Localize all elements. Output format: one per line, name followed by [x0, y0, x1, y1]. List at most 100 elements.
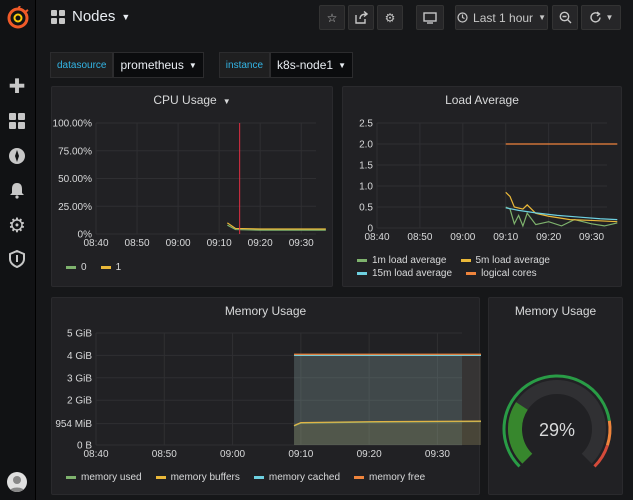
x-tick-label: 09:30	[289, 238, 314, 249]
x-tick-label: 09:20	[536, 232, 561, 243]
legend-label: memory free	[369, 472, 426, 483]
series-area	[294, 421, 481, 445]
memory-usage-chart[interactable]: 5 GiB 4 GiB 3 GiB 2 GiB 954 MiB 0 B08:40 08:50…	[52, 298, 481, 496]
refresh-icon	[589, 11, 601, 23]
panel-title[interactable]: Load Average	[343, 93, 621, 107]
legend-item[interactable]: 15m load average	[357, 268, 452, 279]
x-tick-label: 09:10	[288, 449, 313, 460]
x-tick-label: 09:10	[207, 238, 232, 249]
dashboard-title: Nodes	[72, 8, 116, 25]
caret-down-icon: ▼	[222, 97, 231, 106]
caret-down-icon: ▼	[121, 11, 131, 22]
explore-icon[interactable]	[7, 147, 27, 167]
gauge-threshold-arc	[605, 420, 612, 446]
settings-icon: ⚙	[384, 10, 396, 25]
variable-value: prometheus	[120, 58, 184, 72]
memory-cached-area	[294, 355, 462, 445]
y-tick-label: 2.0	[359, 140, 373, 151]
tv-mode-button[interactable]	[416, 5, 444, 30]
x-tick-label: 09:10	[493, 232, 518, 243]
clock-icon	[457, 12, 468, 23]
legend-item[interactable]: 1	[100, 262, 121, 273]
cpu-legend: 0 1	[66, 262, 121, 273]
template-variables: datasource prometheus ▼ instance k8s-nod…	[50, 52, 353, 78]
panel-memory-usage-graph: Memory Usage 5 GiB 4 GiB 3 GiB 2 GiB 954 MiB…	[51, 297, 481, 496]
dashboards-icon[interactable]	[7, 112, 27, 132]
legend-label: memory used	[81, 472, 142, 483]
refresh-button[interactable]: ▼	[581, 5, 621, 30]
dashboards-icon	[51, 9, 65, 24]
plus-icon[interactable]: ✚	[8, 76, 26, 98]
y-tick-label: 954 MiB	[55, 419, 92, 430]
shield-icon[interactable]	[7, 249, 27, 270]
x-tick-label: 08:40	[83, 238, 108, 249]
series-area	[294, 354, 481, 445]
load-average-chart[interactable]: 2.5 2.0 1.5 1.0 0.5 008:40 08:50 09:00 09:10 09:2…	[343, 87, 623, 288]
legend-item[interactable]: 1m load average	[357, 255, 447, 266]
y-tick-label: 0.5	[359, 203, 373, 214]
legend-item[interactable]: memory buffers	[155, 472, 240, 483]
panel-title-text: Memory Usage	[514, 304, 597, 318]
x-tick-label: 09:30	[579, 232, 604, 243]
y-tick-label: 5 GiB	[67, 329, 92, 340]
panel-cpu-usage: CPU Usage ▼ 100.00% 75.00% 50.00% 25.00% 0% 08…	[51, 86, 333, 287]
instance-select[interactable]: k8s-node1 ▼	[270, 52, 353, 78]
y-tick-label: 2 GiB	[67, 396, 92, 407]
gauge-threshold-arc	[502, 374, 611, 468]
tv-icon	[423, 11, 437, 24]
legend-label: memory buffers	[170, 472, 240, 483]
y-tick-label: 2.5	[359, 119, 373, 130]
y-tick-label: 1.5	[359, 161, 373, 172]
y-tick-label: 25.00%	[58, 202, 92, 213]
caret-down-icon: ▼	[188, 60, 197, 70]
panel-title[interactable]: Memory Usage	[52, 304, 479, 318]
legend-item[interactable]: 5m load average	[460, 255, 551, 266]
datasource-select[interactable]: prometheus ▼	[113, 52, 204, 78]
y-tick-label: 3 GiB	[67, 373, 92, 384]
legend-label: 0	[81, 262, 87, 273]
y-tick-label: 0%	[78, 230, 93, 241]
series-line	[227, 222, 326, 230]
panel-title[interactable]: Memory Usage	[489, 304, 622, 318]
share-button[interactable]	[348, 5, 374, 30]
panel-title-text: CPU Usage	[153, 93, 217, 107]
series-line	[505, 207, 618, 221]
time-picker-button[interactable]: Last 1 hour ▼	[455, 5, 548, 30]
memory-gauge[interactable]: 29%	[489, 298, 624, 496]
variable-value: k8s-node1	[277, 58, 334, 72]
x-tick-label: 09:00	[166, 238, 191, 249]
legend-label: logical cores	[481, 268, 537, 279]
avatar[interactable]	[7, 472, 27, 492]
x-tick-label: 09:00	[450, 232, 475, 243]
y-tick-label: 1.0	[359, 182, 373, 193]
x-tick-label: 09:20	[357, 449, 382, 460]
settings-button[interactable]: ⚙	[377, 5, 403, 30]
star-icon: ☆	[326, 10, 338, 25]
variable-label: instance	[218, 52, 271, 78]
panel-title[interactable]: CPU Usage ▼	[52, 93, 332, 107]
star-button[interactable]: ☆	[319, 5, 345, 30]
gauge-value-label: 29%	[539, 420, 575, 440]
variable-datasource: datasource prometheus ▼	[50, 52, 204, 78]
legend-item[interactable]: memory free	[354, 472, 425, 483]
zoom-out-button[interactable]	[552, 5, 578, 30]
gauge-value-arc	[508, 402, 533, 464]
legend-item[interactable]: memory used	[66, 472, 142, 483]
bell-icon[interactable]	[7, 181, 27, 201]
y-tick-label: 100.00%	[53, 119, 93, 130]
x-tick-label: 08:40	[364, 232, 389, 243]
gauge-threshold-arc	[593, 444, 609, 468]
legend-item[interactable]: 0	[66, 262, 87, 273]
caret-down-icon: ▼	[538, 13, 546, 22]
y-tick-label: 75.00%	[58, 146, 92, 157]
legend-item[interactable]: logical cores	[466, 268, 537, 279]
gear-icon[interactable]: ⚙	[8, 215, 26, 237]
legend-item[interactable]: memory cached	[253, 472, 340, 483]
legend-label: 5m load average	[475, 255, 551, 266]
cpu-usage-chart[interactable]: 100.00% 75.00% 50.00% 25.00% 0%08:40 08:50 09:…	[52, 87, 334, 288]
dashboard-picker[interactable]: Nodes ▼	[50, 8, 130, 25]
grafana-logo-icon[interactable]	[6, 6, 30, 30]
panel-title-text: Load Average	[445, 93, 519, 107]
share-icon	[354, 11, 368, 24]
x-tick-label: 08:50	[152, 449, 177, 460]
